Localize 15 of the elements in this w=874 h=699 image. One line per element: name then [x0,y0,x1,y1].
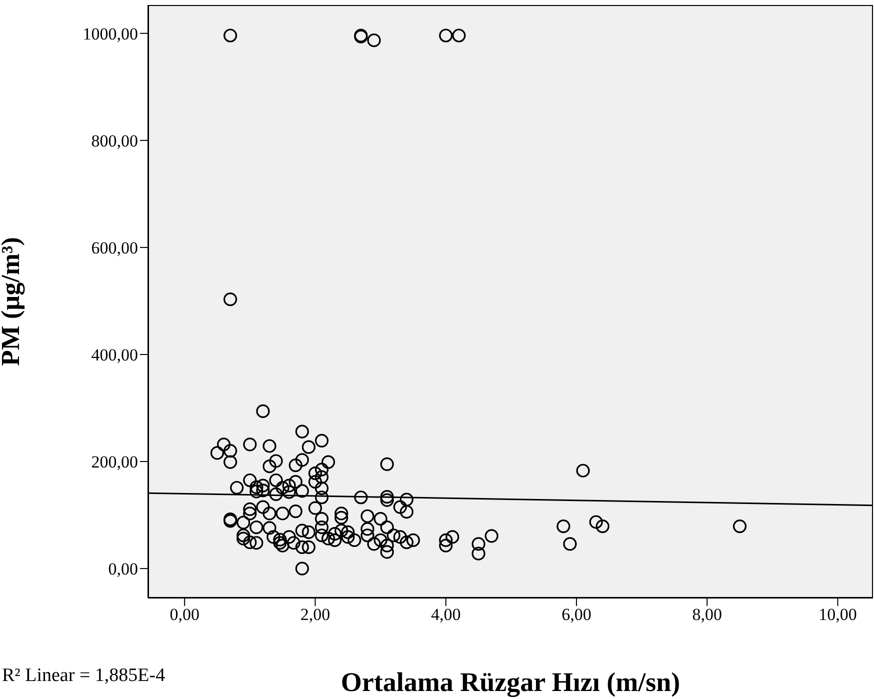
x-tick-label: 2,00 [300,605,330,624]
y-tick-label: 0,00 [108,560,138,579]
x-tick-label: 4,00 [430,605,461,624]
x-tick-label: 0,00 [170,605,200,624]
y-axis-title: PM (µg/m³) [0,237,26,366]
y-tick-label: 1000,00 [82,24,138,44]
x-axis-title: Ortalama Rüzgar Hızı (m/sn) [340,667,680,697]
x-tick-label: 6,00 [562,605,592,624]
y-tick-label: 600,00 [91,238,138,258]
y-tick-label: 800,00 [91,131,138,150]
text: R² Linear = 1,885E-4 [2,665,166,687]
y-tick-label: 200,00 [91,452,138,472]
x-tick-label: 8,00 [692,605,722,624]
x-tick-label: 10,00 [818,605,857,624]
y-tick-label: 400,00 [91,346,138,365]
